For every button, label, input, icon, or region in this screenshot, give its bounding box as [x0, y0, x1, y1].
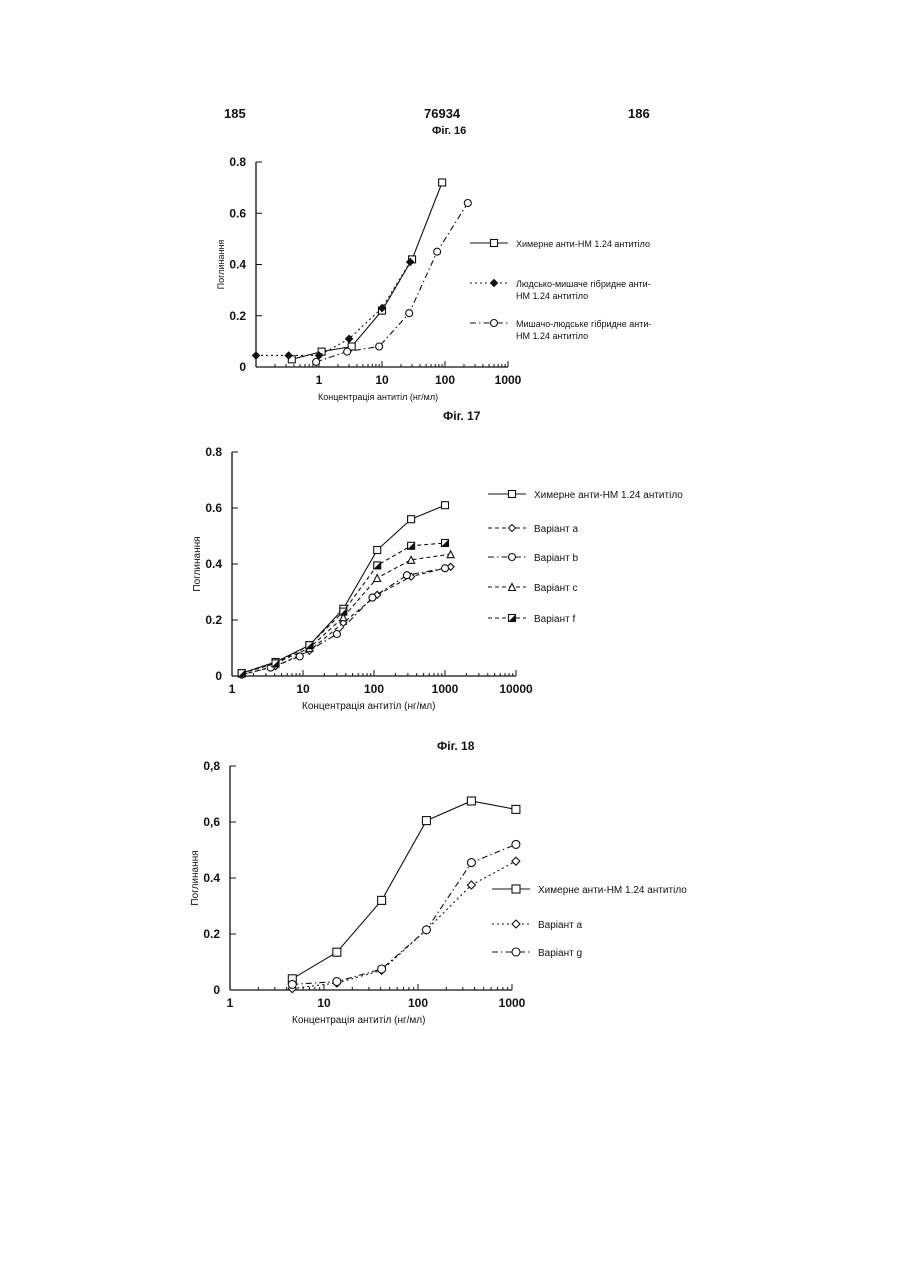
data-point-s3 — [422, 926, 430, 934]
legend-label-5: Варіант f — [534, 614, 575, 625]
y-tick-label: 0 — [239, 360, 246, 374]
data-point-s3 — [512, 840, 520, 848]
data-point-s1 — [422, 817, 430, 825]
x-tick-label: 10000 — [499, 682, 533, 696]
data-point-s3 — [376, 343, 383, 350]
legend-marker-2 — [509, 525, 516, 532]
data-point-s3 — [333, 978, 341, 986]
page-number-right: 186 — [628, 106, 650, 121]
data-point-s2 — [253, 352, 260, 359]
data-point-s1 — [467, 797, 475, 805]
data-point-s3 — [464, 200, 471, 207]
data-point-s3 — [313, 358, 320, 365]
legend-label-2: Людсько-мишаче гібридне анти- — [516, 279, 651, 289]
data-point-s3 — [442, 565, 449, 572]
y-tick-label: 0.2 — [205, 613, 222, 627]
x-tick-label: 100 — [408, 996, 428, 1010]
x-tick-label: 10 — [296, 682, 310, 696]
legend-label-3: Варіант g — [538, 948, 582, 959]
legend-label-3: Варіант b — [534, 553, 578, 564]
x-tick-label: 10 — [375, 373, 389, 387]
patent-number: 76934 — [424, 106, 460, 121]
y-tick-label: 0,8 — [203, 759, 220, 773]
legend-label-2: Варіант а — [538, 920, 582, 931]
y-tick-label: 0.2 — [203, 927, 220, 941]
fig18-chart: 0 0.2 0.4 0,6 0,8 1 10 100 1000 Концентрація анти… — [0, 752, 901, 1052]
fig17-chart: 0 0.2 0.4 0.6 0.8 1 10 100 1000 10000 Концентрація… — [0, 430, 901, 730]
y-tick-label: 0.4 — [229, 258, 246, 272]
legend-label-2: НМ 1.24 антитіло — [516, 291, 588, 301]
series-line-3 — [316, 203, 468, 362]
series-line-2 — [256, 262, 410, 356]
y-tick-label: 0.4 — [205, 557, 222, 571]
legend-marker-2 — [512, 920, 520, 928]
x-tick-label: 1000 — [495, 373, 522, 387]
y-tick-label: 0,6 — [203, 815, 220, 829]
x-tick-label: 1 — [316, 373, 323, 387]
legend-marker-3 — [509, 554, 516, 561]
legend-marker-3 — [512, 948, 520, 956]
data-point-s3 — [467, 859, 475, 867]
y-tick-label: 0.6 — [229, 206, 246, 220]
data-point-s1 — [512, 805, 520, 813]
series-line-1 — [292, 183, 442, 360]
data-point-s3 — [378, 965, 386, 973]
x-tick-label: 100 — [364, 682, 384, 696]
data-point-s1 — [408, 516, 415, 523]
y-tick-label: 0.4 — [203, 871, 220, 885]
legend-marker-3 — [491, 320, 498, 327]
x-tick-label: 1000 — [499, 996, 526, 1010]
legend-label-1: Химерне анти-НМ 1.24 антитіло — [516, 239, 650, 249]
x-tick-label: 100 — [435, 373, 455, 387]
legend-marker-1 — [491, 240, 498, 247]
x-tick-label: 10 — [317, 996, 331, 1010]
y-axis-label: Поглинання — [216, 240, 226, 290]
data-point-s3 — [406, 310, 413, 317]
data-point-s1 — [333, 948, 341, 956]
legend-marker-1 — [509, 491, 516, 498]
legend-label-3: НМ 1.24 антитіло — [516, 331, 588, 341]
series-line-1 — [292, 801, 516, 979]
y-tick-label: 0 — [215, 669, 222, 683]
x-axis-label: Концентрація антитіл (нг/мл) — [302, 701, 435, 712]
fig18-title: Фіг. 18 — [437, 739, 474, 753]
legend-marker-1 — [512, 885, 520, 893]
data-point-s3 — [434, 248, 441, 255]
x-axis-label: Концентрація антитіл (нг/мл) — [292, 1015, 425, 1026]
data-point-s3 — [403, 572, 410, 579]
data-point-s3 — [333, 631, 340, 638]
data-point-s1 — [374, 547, 381, 554]
y-axis-label: Поглинання — [190, 850, 201, 905]
data-point-s3 — [369, 594, 376, 601]
y-tick-label: 0.8 — [229, 155, 246, 169]
series-line-1 — [242, 505, 445, 673]
y-tick-label: 0.8 — [205, 445, 222, 459]
y-tick-label: 0.2 — [229, 309, 246, 323]
series-line-2 — [292, 861, 516, 988]
legend-label-1: Химерне анти-НМ 1.24 антитіло — [538, 885, 687, 896]
page-number-left: 185 — [224, 106, 246, 121]
legend-label-2: Варіант а — [534, 524, 578, 535]
x-tick-label: 1 — [229, 682, 236, 696]
data-point-s2 — [512, 857, 520, 865]
data-point-s1 — [439, 179, 446, 186]
data-point-s4 — [374, 575, 381, 582]
y-tick-label: 0.6 — [205, 501, 222, 515]
legend-label-3: Мишачо-людське гібридне анти- — [516, 319, 651, 329]
x-tick-label: 1000 — [432, 682, 459, 696]
legend-marker-2 — [491, 280, 498, 287]
y-axis-label: Поглинання — [192, 536, 203, 591]
data-point-s1 — [378, 896, 386, 904]
fig16-title: Фіг. 16 — [432, 125, 466, 137]
x-tick-label: 1 — [227, 996, 234, 1010]
data-point-s1 — [442, 502, 449, 509]
data-point-s3 — [344, 348, 351, 355]
y-tick-label: 0 — [213, 983, 220, 997]
series-line-3 — [292, 844, 516, 984]
legend-label-4: Варіант c — [534, 583, 577, 594]
legend-label-1: Химерне анти-НМ 1.24 антитіло — [534, 490, 683, 501]
data-point-s3 — [288, 980, 296, 988]
fig16-chart: 0 0.2 0.4 0.6 0.8 1 10 100 1000 Концентрація анти… — [0, 140, 901, 412]
x-axis-label: Концентрація антитіл (нг/мл) — [318, 392, 438, 402]
